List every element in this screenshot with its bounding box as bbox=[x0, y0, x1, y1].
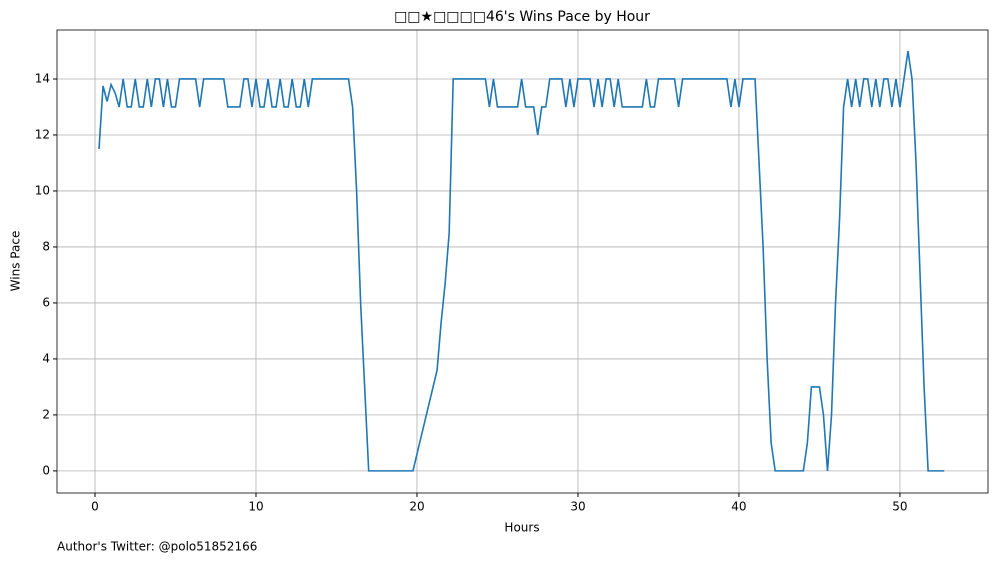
y-tick-label: 0 bbox=[42, 463, 50, 477]
chart-title: □□★□□□□46's Wins Pace by Hour bbox=[394, 9, 650, 25]
y-tick-label: 8 bbox=[42, 239, 50, 253]
annotation: Author's Twitter: @polo51852166 bbox=[57, 540, 257, 554]
x-tick-label: 10 bbox=[248, 500, 263, 514]
x-axis-label: Hours bbox=[504, 521, 539, 535]
y-tick-label: 12 bbox=[35, 127, 50, 141]
x-tick-label: 0 bbox=[91, 500, 99, 514]
y-tick-label: 14 bbox=[35, 71, 50, 85]
line bbox=[98, 50, 945, 472]
plot-frame bbox=[56, 29, 989, 494]
x-tick-label: 50 bbox=[892, 500, 907, 514]
y-tick-label: 10 bbox=[35, 183, 50, 197]
x-tick-label: 40 bbox=[731, 500, 746, 514]
y-tick-label: 2 bbox=[42, 407, 50, 421]
x-tick-label: 20 bbox=[409, 500, 424, 514]
y-axis-label: Wins Pace bbox=[9, 231, 23, 292]
y-tick-label: 4 bbox=[42, 351, 50, 365]
x-tick-label: 30 bbox=[570, 500, 585, 514]
y-tick-label: 6 bbox=[42, 295, 50, 309]
